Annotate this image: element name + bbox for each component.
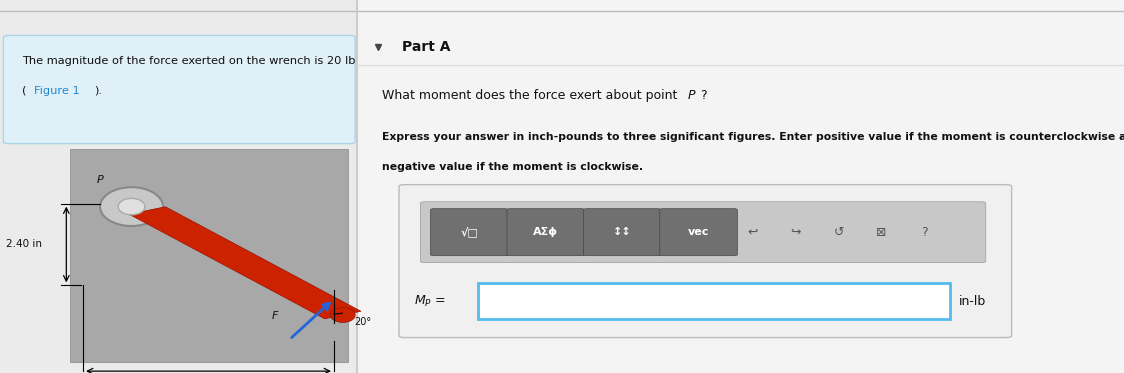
Ellipse shape — [100, 187, 163, 226]
Ellipse shape — [118, 198, 145, 215]
Text: ↺: ↺ — [833, 226, 844, 239]
FancyBboxPatch shape — [583, 209, 661, 256]
Text: Part A: Part A — [402, 40, 451, 54]
Text: F: F — [272, 310, 279, 320]
Text: 2.40 in: 2.40 in — [6, 239, 42, 250]
Text: ?: ? — [921, 226, 927, 239]
Text: AΣϕ: AΣϕ — [533, 227, 559, 237]
Text: negative value if the moment is clockwise.: negative value if the moment is clockwis… — [382, 162, 643, 172]
FancyBboxPatch shape — [357, 0, 1124, 373]
Text: vec: vec — [688, 227, 709, 237]
FancyBboxPatch shape — [430, 209, 508, 256]
FancyBboxPatch shape — [3, 35, 355, 144]
Text: ).: ). — [94, 86, 102, 96]
FancyBboxPatch shape — [660, 209, 737, 256]
Text: Express your answer in inch-pounds to three significant figures. Enter positive : Express your answer in inch-pounds to th… — [382, 132, 1124, 142]
Text: P: P — [97, 175, 103, 185]
FancyBboxPatch shape — [399, 185, 1012, 338]
Text: P: P — [688, 89, 696, 101]
Text: The magnitude of the force exerted on the wrench is 20 lb: The magnitude of the force exerted on th… — [22, 56, 356, 66]
Text: ⊠: ⊠ — [876, 226, 887, 239]
Text: (: ( — [22, 86, 27, 96]
Polygon shape — [129, 207, 361, 319]
Text: What moment does the force exert about point: What moment does the force exert about p… — [382, 89, 681, 101]
Text: Figure 1: Figure 1 — [34, 86, 80, 96]
Ellipse shape — [330, 308, 355, 323]
Text: 20°: 20° — [354, 317, 371, 327]
Text: √□: √□ — [461, 227, 478, 238]
Text: ↕↕: ↕↕ — [613, 227, 632, 237]
FancyBboxPatch shape — [420, 202, 986, 263]
Text: in-lb: in-lb — [959, 295, 986, 308]
Text: ↪: ↪ — [790, 226, 801, 239]
FancyBboxPatch shape — [70, 149, 348, 362]
Text: ↩: ↩ — [747, 226, 759, 239]
Text: $M_P$ =: $M_P$ = — [414, 294, 445, 309]
FancyBboxPatch shape — [478, 283, 950, 319]
FancyBboxPatch shape — [507, 209, 584, 256]
Text: ?: ? — [700, 89, 707, 101]
